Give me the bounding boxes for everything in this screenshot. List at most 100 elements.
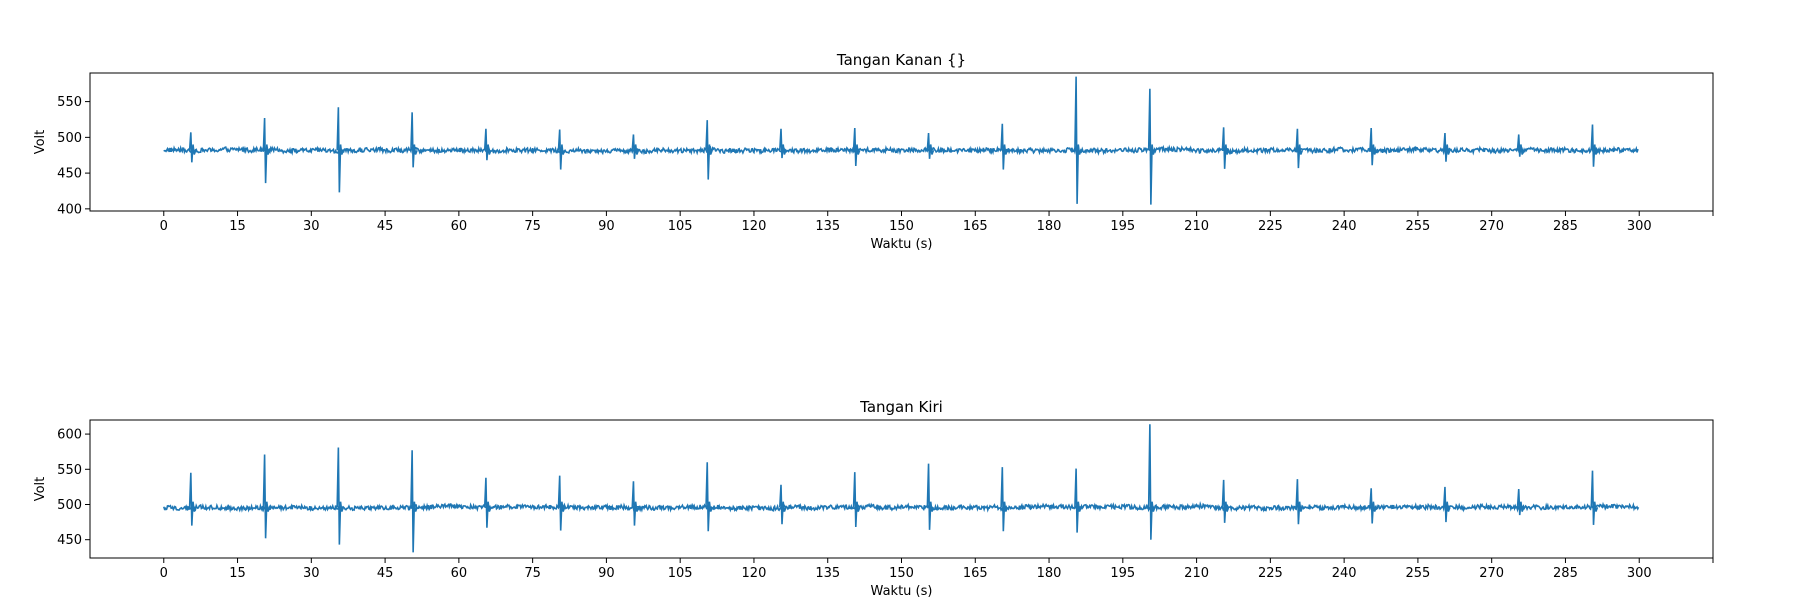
signal-spike xyxy=(1147,88,1156,205)
signal-spike xyxy=(926,133,935,159)
x-tick-label: 195 xyxy=(1110,566,1135,581)
x-tick-label: 30 xyxy=(303,219,320,234)
x-tick-label: 105 xyxy=(668,566,693,581)
x-tick-label: 135 xyxy=(815,219,840,234)
x-tick-label: 120 xyxy=(742,219,767,234)
signal-spike xyxy=(410,112,418,168)
signal-spike xyxy=(1516,134,1525,157)
x-tick-label: 90 xyxy=(598,219,615,234)
signal-spike xyxy=(188,132,197,163)
x-tick-label: 270 xyxy=(1479,566,1504,581)
x-tick-label: 45 xyxy=(377,219,394,234)
x-tick-label: 210 xyxy=(1184,219,1209,234)
signal-spike xyxy=(1000,123,1009,170)
signal-spike xyxy=(1074,468,1082,533)
x-tick-label: 75 xyxy=(524,566,541,581)
axes-frame xyxy=(89,419,1714,559)
signal-spike xyxy=(926,463,935,530)
signal-spike xyxy=(483,128,492,161)
x-tick-label: 0 xyxy=(160,566,168,581)
chart-1: Tangan Kanan {} 0 15 30 45 60 75 90 105 120 135 150… xyxy=(33,51,1714,252)
y-tick-label: 500 xyxy=(57,131,82,146)
y-tick-label: 600 xyxy=(57,428,82,443)
x-tick-label: 225 xyxy=(1258,566,1283,581)
signal-spike xyxy=(1442,486,1451,523)
signal-spike xyxy=(852,472,861,528)
x-tick-label: 15 xyxy=(229,566,246,581)
signal-spike xyxy=(1221,479,1230,523)
signal-spike xyxy=(1590,470,1599,525)
x-tick-label: 15 xyxy=(229,219,246,234)
signal-spike xyxy=(705,120,713,180)
x-tick-label: 225 xyxy=(1258,219,1283,234)
x-tick-label: 300 xyxy=(1627,566,1652,581)
x-tick-label: 255 xyxy=(1405,566,1430,581)
signal-line xyxy=(163,500,1640,514)
signal-spike xyxy=(1295,128,1304,169)
x-axis-label: Waktu (s) xyxy=(871,237,933,252)
signal-spike xyxy=(631,481,640,526)
signal-spike xyxy=(631,134,640,159)
signal-spike xyxy=(557,129,566,170)
signal-spike xyxy=(1516,488,1525,516)
x-tick-label: 180 xyxy=(1037,219,1062,234)
signal-spike xyxy=(1442,133,1451,162)
signal-spike xyxy=(779,484,787,525)
x-tick-label: 240 xyxy=(1332,219,1357,234)
x-tick-label: 285 xyxy=(1553,219,1578,234)
y-tick-label: 550 xyxy=(57,95,82,110)
x-tick-label: 165 xyxy=(963,219,988,234)
x-tick-label: 135 xyxy=(815,566,840,581)
x-tick-label: 60 xyxy=(451,566,468,581)
signal-spike xyxy=(262,454,271,539)
x-tick-label: 300 xyxy=(1627,219,1652,234)
x-tick-label: 75 xyxy=(524,219,541,234)
signal-spike xyxy=(1074,76,1082,204)
y-tick-label: 450 xyxy=(57,533,82,548)
x-tick-label: 165 xyxy=(963,566,988,581)
x-axis-label: Waktu (s) xyxy=(871,584,933,599)
x-tick-label: 45 xyxy=(377,566,394,581)
x-tick-label: 0 xyxy=(160,219,168,234)
x-tick-label: 90 xyxy=(598,566,615,581)
signal-spike xyxy=(483,477,492,528)
y-tick-label: 400 xyxy=(57,202,82,217)
signal-spike xyxy=(262,118,271,184)
axes-frame xyxy=(89,72,1714,212)
signal-spike xyxy=(1369,488,1377,524)
x-tick-label: 150 xyxy=(889,219,914,234)
x-tick-label: 285 xyxy=(1553,566,1578,581)
signal-spike xyxy=(410,450,418,553)
x-tick-label: 60 xyxy=(451,219,468,234)
signal-spike xyxy=(1369,128,1377,166)
signal-spike xyxy=(1221,127,1230,169)
chart-title: Tangan Kanan {} xyxy=(836,51,966,69)
signal-spike xyxy=(188,472,197,526)
signal-spike xyxy=(1000,467,1009,532)
signal-spike xyxy=(1295,479,1304,525)
x-tick-label: 30 xyxy=(303,566,320,581)
signal-line xyxy=(163,144,1639,157)
x-tick-label: 270 xyxy=(1479,219,1504,234)
signal-spike xyxy=(852,128,861,166)
x-tick-label: 180 xyxy=(1037,566,1062,581)
signal-spike xyxy=(705,462,713,532)
y-tick-label: 450 xyxy=(57,167,82,182)
y-axis-label: Volt xyxy=(33,477,48,502)
y-axis-label: Volt xyxy=(33,130,48,155)
x-tick-label: 195 xyxy=(1110,219,1135,234)
signal-spike xyxy=(1147,424,1156,540)
x-tick-label: 255 xyxy=(1405,219,1430,234)
x-tick-label: 105 xyxy=(668,219,693,234)
signal-spike xyxy=(779,128,787,159)
x-tick-label: 210 xyxy=(1184,566,1209,581)
chart-2: Tangan Kiri 0 15 30 45 60 75 90 105 120 135 150 165 1… xyxy=(33,398,1714,599)
y-tick-label: 500 xyxy=(57,498,82,513)
x-tick-label: 240 xyxy=(1332,566,1357,581)
chart-title: Tangan Kiri xyxy=(859,398,943,416)
y-tick-label: 550 xyxy=(57,463,82,478)
signal-spike xyxy=(1590,124,1599,167)
signal-spike xyxy=(336,107,345,193)
x-tick-label: 150 xyxy=(889,566,914,581)
